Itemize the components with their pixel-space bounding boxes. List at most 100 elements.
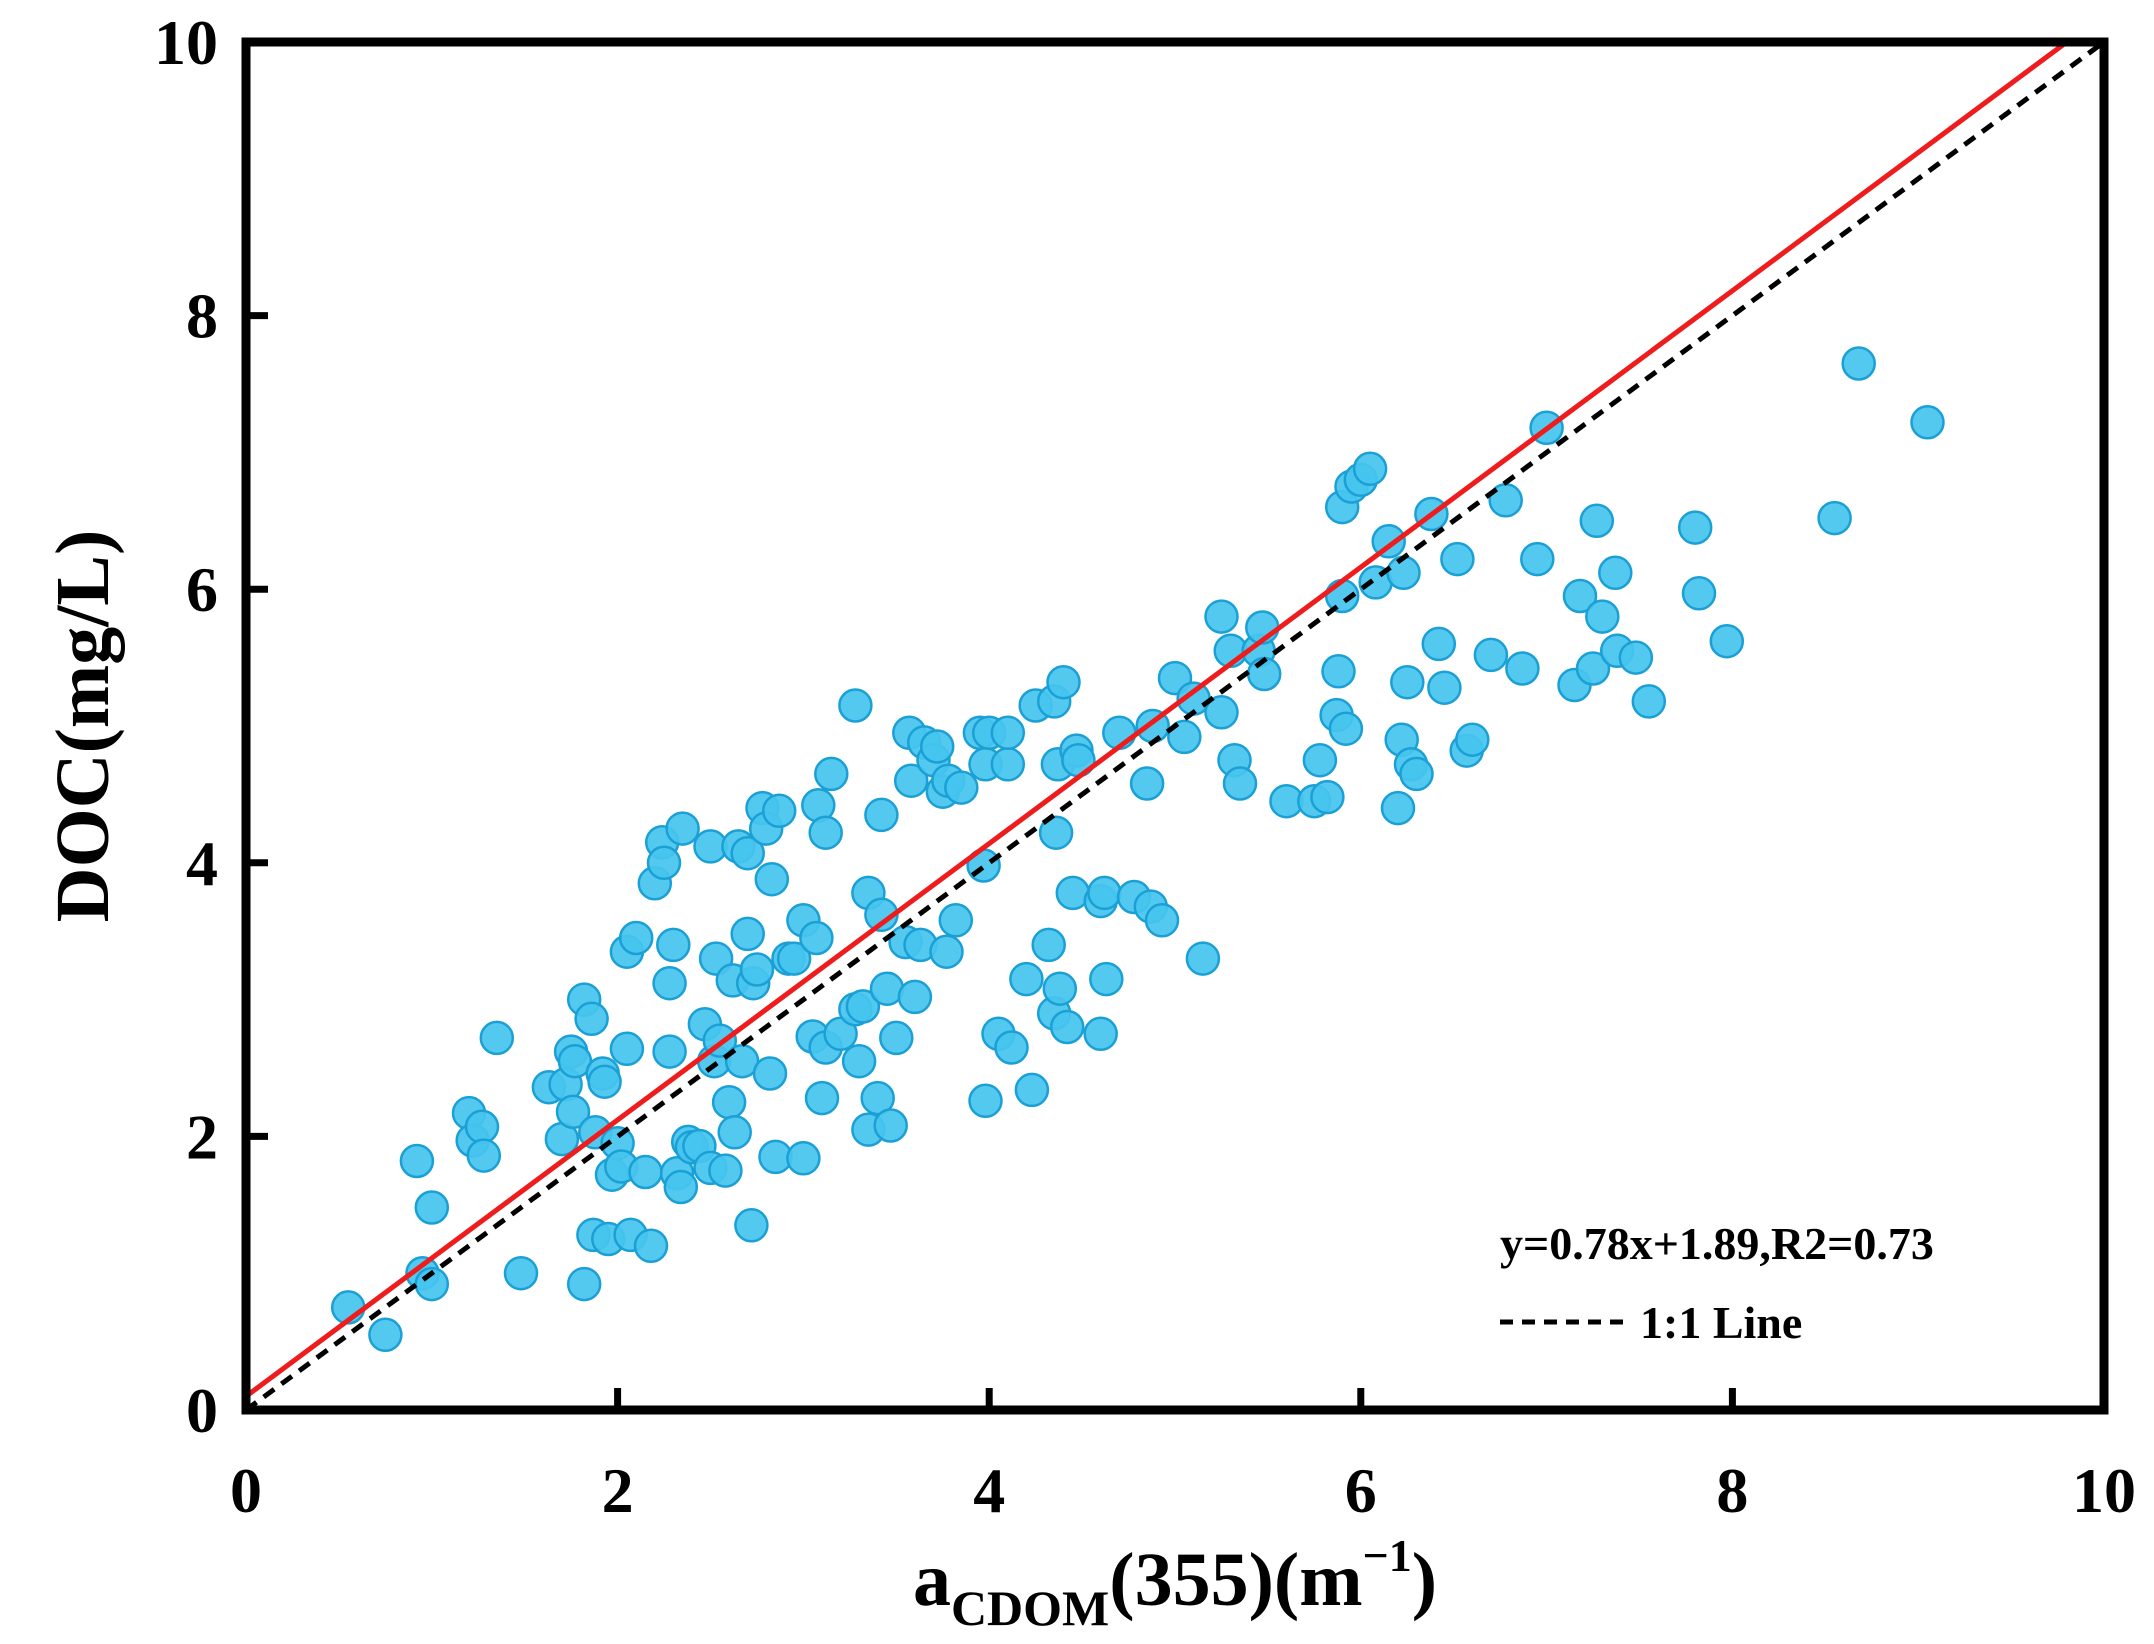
data-point	[1681, 576, 1717, 611]
data-point	[1042, 971, 1078, 1006]
y-axis-title: DOC(mg/L)	[41, 530, 125, 923]
data-point	[838, 688, 873, 723]
data-point	[464, 1109, 500, 1145]
data-point	[1910, 405, 1945, 440]
data-point	[1473, 637, 1509, 673]
data-point	[663, 1169, 699, 1205]
data-point	[1185, 941, 1221, 976]
data-point	[990, 715, 1026, 751]
data-point	[708, 1153, 743, 1188]
data-point	[1579, 503, 1615, 539]
data-point	[479, 1020, 515, 1056]
fit-line	[246, 42, 2069, 1399]
data-points	[330, 346, 1945, 1353]
data-point	[1709, 623, 1745, 659]
identity-line-label: 1:1 Line	[1640, 1297, 1802, 1348]
x-tick-label: 0	[230, 1455, 262, 1526]
data-point	[1399, 756, 1434, 792]
data-point	[893, 763, 929, 798]
y-tick-label: 10	[154, 7, 218, 78]
data-point	[1009, 961, 1044, 997]
data-point	[897, 979, 933, 1015]
data-point	[503, 1255, 539, 1291]
data-point	[734, 1208, 769, 1243]
data-point	[1204, 599, 1239, 634]
data-point	[1087, 875, 1122, 911]
data-point	[786, 1141, 821, 1176]
data-point	[414, 1190, 450, 1225]
data-point	[1167, 719, 1202, 755]
y-tick-label: 8	[186, 281, 218, 352]
data-point	[799, 920, 834, 956]
data-point	[841, 1043, 877, 1079]
data-point	[1129, 766, 1165, 801]
data-point	[665, 811, 700, 846]
data-point	[1585, 599, 1620, 634]
data-point	[919, 729, 955, 764]
data-point	[1631, 684, 1667, 719]
data-point	[808, 815, 843, 850]
data-point	[860, 1080, 895, 1116]
data-point	[618, 920, 654, 956]
data-point	[566, 1266, 602, 1302]
data-point	[1390, 664, 1425, 700]
data-point	[1440, 541, 1475, 577]
data-point	[776, 941, 812, 976]
x-tick-label: 8	[1716, 1455, 1748, 1526]
data-point	[879, 1020, 914, 1056]
legend: y=0.78x+1.89,R2=0.73 1:1 Line	[1500, 1218, 1934, 1348]
data-point	[1089, 961, 1124, 997]
data-point	[1562, 578, 1598, 614]
data-point	[804, 1080, 840, 1116]
data-point	[1083, 1016, 1118, 1052]
data-point	[929, 934, 964, 969]
x-axis-title: aCDOM(355)(m−1)	[913, 1530, 1437, 1636]
data-point	[1031, 927, 1066, 963]
data-point	[717, 1115, 752, 1150]
data-point	[399, 1143, 435, 1179]
x-tick-label: 2	[602, 1455, 634, 1526]
data-point	[752, 1056, 788, 1091]
data-point	[864, 797, 899, 833]
data-point	[1049, 1009, 1085, 1045]
data-point	[555, 1094, 591, 1130]
data-point	[1841, 346, 1876, 381]
data-point	[994, 1030, 1029, 1065]
data-point	[1505, 651, 1540, 686]
data-point	[711, 1084, 747, 1120]
data-point	[1302, 742, 1338, 778]
regression-lines	[246, 42, 2104, 1410]
data-point	[1386, 555, 1421, 591]
data-point	[1598, 555, 1633, 591]
data-point	[944, 770, 979, 805]
data-point	[1817, 500, 1852, 536]
data-point	[1038, 815, 1074, 850]
data-point	[628, 1154, 663, 1190]
data-point	[652, 965, 687, 1001]
data-point	[754, 861, 790, 897]
y-tick-label: 4	[186, 828, 218, 899]
data-point	[845, 989, 881, 1024]
data-point	[609, 1031, 645, 1067]
x-tick-label: 10	[2072, 1455, 2136, 1526]
data-point	[873, 1108, 908, 1143]
data-point	[1222, 766, 1258, 801]
data-point	[761, 793, 797, 829]
data-point	[1455, 722, 1490, 757]
data-point	[1046, 664, 1081, 700]
data-point	[938, 903, 974, 938]
data-point	[652, 1034, 687, 1069]
data-point	[1144, 903, 1180, 938]
data-point	[730, 835, 765, 871]
data-point	[1352, 451, 1388, 487]
data-point	[368, 1317, 403, 1353]
data-point	[574, 1001, 609, 1037]
data-point	[814, 756, 849, 792]
data-point	[730, 916, 765, 952]
data-point	[1014, 1072, 1050, 1108]
data-point	[656, 927, 691, 963]
data-point	[1520, 541, 1555, 577]
data-point	[1618, 640, 1654, 675]
x-tick-label: 6	[1345, 1455, 1377, 1526]
